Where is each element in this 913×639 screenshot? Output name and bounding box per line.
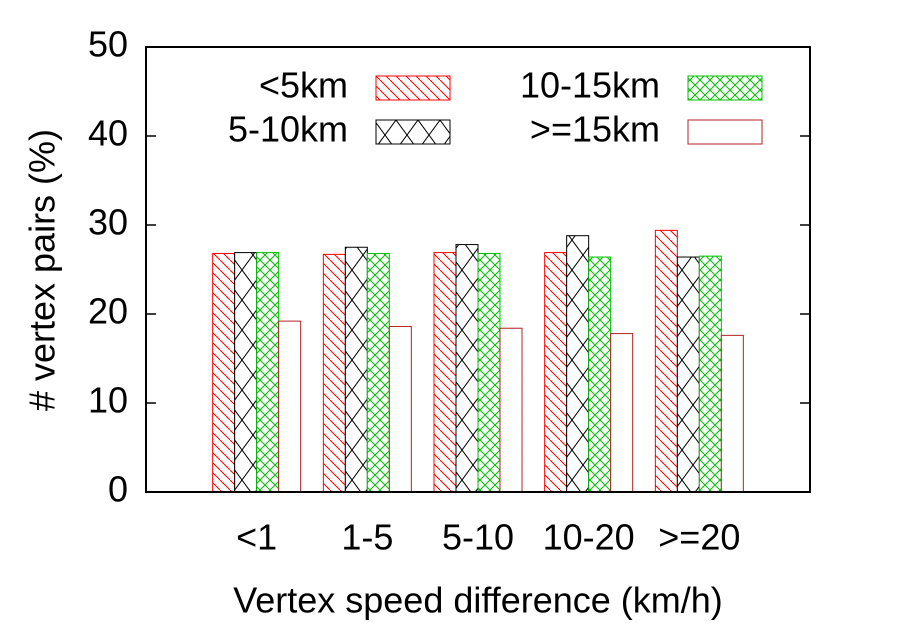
legend-label: 10-15km xyxy=(520,65,660,106)
legend-swatch xyxy=(687,119,763,145)
bar xyxy=(676,256,700,493)
y-tick-label: 30 xyxy=(88,202,128,243)
y-tick-label: 10 xyxy=(88,380,128,421)
bar xyxy=(654,229,678,493)
legend-swatch xyxy=(375,75,451,101)
bar xyxy=(212,252,236,493)
bar xyxy=(698,255,722,493)
legend-label: 5-10km xyxy=(228,109,348,150)
bar xyxy=(610,333,634,493)
legend-label: >=15km xyxy=(530,109,660,150)
bar xyxy=(566,235,590,493)
bar xyxy=(477,252,501,493)
bar xyxy=(234,252,258,493)
x-tick-label: >=20 xyxy=(658,517,740,558)
y-tick-label: 40 xyxy=(88,113,128,154)
legend-swatch xyxy=(375,119,451,145)
y-tick-label: 0 xyxy=(108,469,128,510)
bar xyxy=(499,327,523,493)
bar xyxy=(322,253,346,493)
bar xyxy=(366,252,390,493)
bar xyxy=(344,246,368,493)
legend-label: <5km xyxy=(259,65,348,106)
bar xyxy=(720,334,744,493)
legend-swatch xyxy=(687,75,763,101)
y-axis-label: # vertex pairs (%) xyxy=(22,129,63,411)
y-tick-label: 50 xyxy=(88,24,128,65)
y-tick-label: 20 xyxy=(88,291,128,332)
bar xyxy=(588,256,612,493)
bar xyxy=(455,244,479,493)
x-tick-label: 10-20 xyxy=(543,517,635,558)
x-tick-label: 5-10 xyxy=(442,517,514,558)
bar xyxy=(433,252,457,493)
bar xyxy=(544,252,568,493)
x-tick-label: 1-5 xyxy=(341,517,393,558)
bar xyxy=(256,252,280,493)
bar xyxy=(388,325,412,493)
bar xyxy=(278,320,302,493)
plot-frame xyxy=(145,46,811,493)
x-axis-label: Vertex speed difference (km/h) xyxy=(233,580,723,621)
x-tick-label: <1 xyxy=(236,517,277,558)
